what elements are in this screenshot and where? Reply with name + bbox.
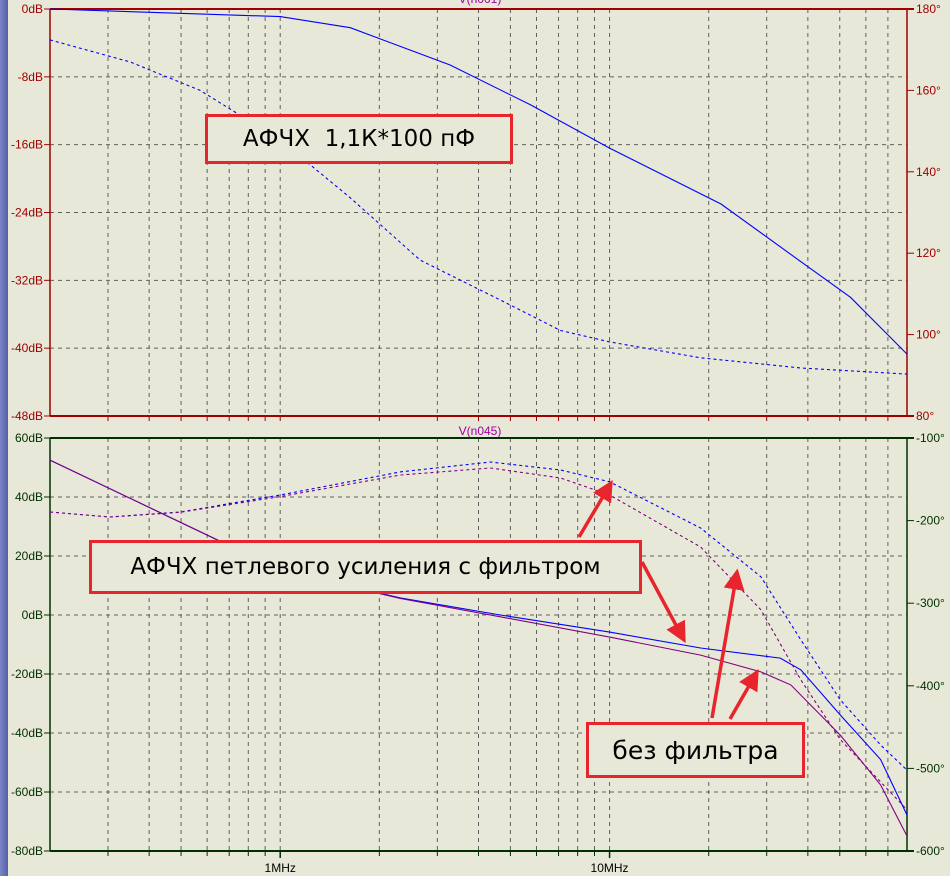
y-tick-label-left: -20dB — [11, 667, 43, 681]
annotation-without-filter: без фильтра — [586, 722, 805, 778]
magnitude-series-line — [49, 8, 908, 355]
x-tick-label: 10MHz — [591, 861, 629, 875]
y-tick-label-left: 40dB — [15, 490, 43, 504]
panel-1: 0dB -8dB -16dB -24dB -32dB -40dB -48dB 180° 160°… — [11, 0, 941, 423]
phase-series-line — [49, 39, 908, 375]
y-tick-label-right: 120° — [916, 246, 941, 260]
y-tick-label-right: -200° — [916, 514, 945, 528]
y-tick-label-left: 0dB — [22, 608, 43, 622]
annotation-arrow — [728, 668, 759, 720]
y-tick-label-left: -16dB — [11, 138, 43, 152]
annotation-top: АФЧХ 1,1К*100 пФ — [205, 114, 513, 164]
y-tick-label-left: -8dB — [18, 70, 43, 84]
y-tick-label-left: -32dB — [11, 273, 43, 287]
plot-title: V(n045) — [459, 424, 502, 438]
plot-title: V(n001) — [459, 0, 502, 6]
y-tick-label-left: -60dB — [11, 785, 43, 799]
y-tick-label-left: 20dB — [15, 549, 43, 563]
y-tick-label-left: 60dB — [15, 431, 43, 445]
y-tick-label-left: -48dB — [11, 409, 43, 423]
y-tick-label-left: 0dB — [22, 2, 43, 16]
annotation-arrow — [577, 479, 613, 538]
y-tick-label-right: 80° — [916, 409, 934, 423]
y-tick-label-right: 180° — [916, 2, 941, 16]
window-edge — [0, 0, 8, 876]
y-tick-label-left: -40dB — [11, 341, 43, 355]
y-tick-label-left: -80dB — [11, 844, 43, 858]
y-tick-label-right: -600° — [916, 844, 945, 858]
y-tick-label-right: -100° — [916, 431, 945, 445]
annotation-arrow — [710, 568, 745, 719]
y-tick-label-right: 100° — [916, 328, 941, 342]
x-tick-label: 1MHz — [265, 861, 296, 875]
y-tick-label-right: -400° — [916, 679, 945, 693]
annotation-arrow — [640, 561, 686, 644]
y-tick-label-right: 140° — [916, 165, 941, 179]
y-tick-label-right: 160° — [916, 83, 941, 97]
annotation-with-filter: АФЧХ петлевого усиления с фильтром — [89, 540, 642, 594]
y-tick-label-right: -500° — [916, 761, 945, 775]
y-tick-label-left: -24dB — [11, 206, 43, 220]
y-tick-label-right: -300° — [916, 596, 945, 610]
y-tick-label-left: -40dB — [11, 726, 43, 740]
phase-series-line — [49, 461, 908, 771]
